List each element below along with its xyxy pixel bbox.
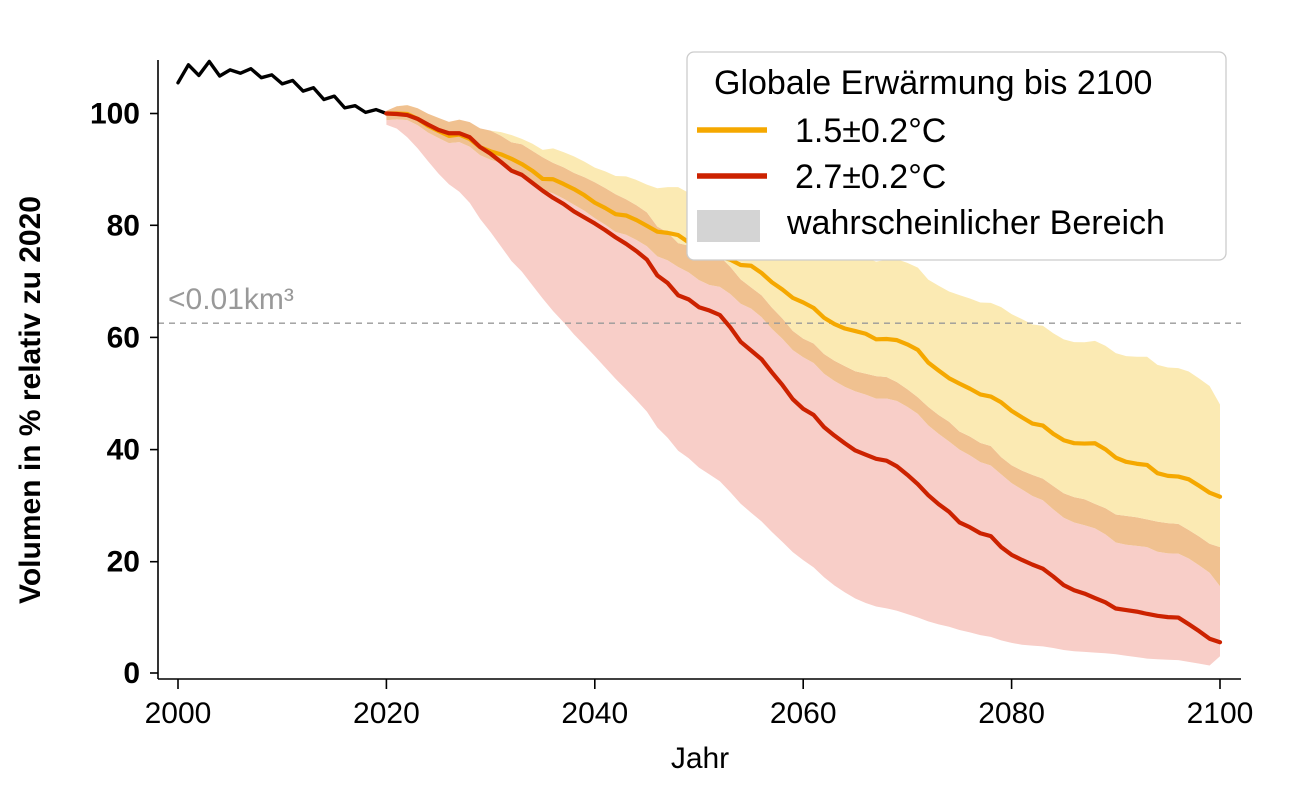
svg-text:2040: 2040 xyxy=(561,697,628,730)
svg-text:2020: 2020 xyxy=(353,697,420,730)
svg-text:wahrscheinlicher Bereich: wahrscheinlicher Bereich xyxy=(786,204,1165,242)
svg-text:2100: 2100 xyxy=(1187,697,1254,730)
svg-text:60: 60 xyxy=(107,321,140,354)
svg-text:2060: 2060 xyxy=(770,697,837,730)
svg-text:20: 20 xyxy=(107,546,140,579)
svg-text:80: 80 xyxy=(107,209,140,242)
svg-text:1.5±0.2°C: 1.5±0.2°C xyxy=(795,112,946,150)
svg-text:2000: 2000 xyxy=(145,697,212,730)
svg-text:2.7±0.2°C: 2.7±0.2°C xyxy=(795,158,946,196)
svg-text:2080: 2080 xyxy=(978,697,1045,730)
svg-text:Globale Erwärmung bis 2100: Globale Erwärmung bis 2100 xyxy=(714,64,1152,102)
svg-text:100: 100 xyxy=(90,98,140,131)
svg-text:0: 0 xyxy=(123,657,140,690)
svg-text:Jahr: Jahr xyxy=(671,742,729,775)
svg-text:<0.01km³: <0.01km³ xyxy=(168,283,294,316)
svg-text:Volumen in % relativ zu 2020: Volumen in % relativ zu 2020 xyxy=(14,196,47,604)
svg-text:40: 40 xyxy=(107,434,140,467)
